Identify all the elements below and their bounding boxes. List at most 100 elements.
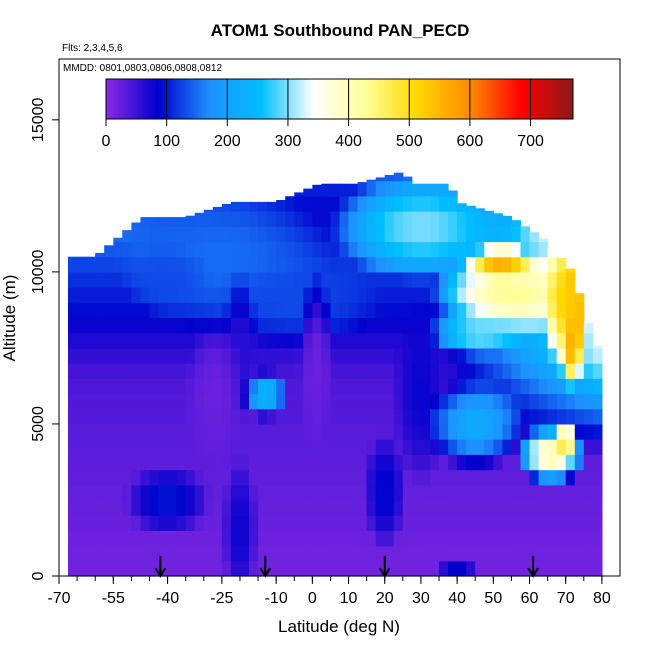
heatmap-cell <box>285 196 295 212</box>
heatmap-cell <box>267 201 277 212</box>
heatmap-cell <box>285 454 295 471</box>
y-axis: 0 5000 10000 15000 <box>30 97 59 580</box>
heatmap-cell <box>267 287 277 303</box>
heatmap-cell <box>439 332 449 349</box>
heatmap-cell <box>411 484 422 501</box>
heatmap-field <box>68 172 603 577</box>
heatmap-cell <box>203 363 214 379</box>
heatmap-cell <box>312 545 322 562</box>
heatmap-cell <box>538 560 549 577</box>
heatmap-cell <box>276 241 286 258</box>
heatmap-cell <box>547 393 558 410</box>
heatmap-cell <box>221 469 232 486</box>
heatmap-cell <box>149 347 160 364</box>
heatmap-cell <box>212 347 223 364</box>
heatmap-cell <box>203 500 214 516</box>
heatmap-cell <box>448 256 458 273</box>
heatmap-cell <box>375 302 386 319</box>
heatmap-cell <box>122 332 132 349</box>
heatmap-cell <box>484 469 494 486</box>
heatmap-cell <box>185 423 196 440</box>
heatmap-cell <box>131 287 141 303</box>
heatmap-cell <box>493 500 503 516</box>
heatmap-cell <box>475 545 485 562</box>
heatmap-cell <box>330 317 341 334</box>
heatmap-cell <box>384 530 395 547</box>
heatmap-cell <box>122 454 132 471</box>
heatmap-cell <box>574 363 585 379</box>
heatmap-cell <box>113 545 123 562</box>
heatmap-cell <box>430 560 440 577</box>
heatmap-cell <box>502 215 512 227</box>
heatmap-cell <box>249 393 259 410</box>
heatmap-cell <box>466 530 476 547</box>
heatmap-cell <box>230 454 241 471</box>
heatmap-cell <box>375 530 386 547</box>
heatmap-cell <box>475 347 485 364</box>
heatmap-cell <box>529 545 540 562</box>
heatmap-cell <box>375 332 386 349</box>
heatmap-cell <box>167 469 178 486</box>
heatmap-cell <box>321 302 331 319</box>
heatmap-cell <box>393 423 404 440</box>
heatmap-cell <box>95 530 105 547</box>
heatmap-cell <box>366 484 377 501</box>
heatmap-cell <box>68 560 78 577</box>
heatmap-cell <box>457 439 467 455</box>
heatmap-cell <box>86 545 96 562</box>
heatmap-cell <box>430 393 440 410</box>
heatmap-cell <box>194 439 205 455</box>
x-tick-label: 0 <box>308 590 317 607</box>
heatmap-cell <box>384 378 395 395</box>
heatmap-cell <box>176 515 187 531</box>
heatmap-cell <box>276 545 286 562</box>
heatmap-cell <box>212 560 223 577</box>
heatmap-cell <box>249 500 259 516</box>
heatmap-cell <box>249 454 259 471</box>
heatmap-cell <box>330 515 341 531</box>
heatmap-cell <box>439 515 449 531</box>
heatmap-cell <box>574 439 585 455</box>
heatmap-cell <box>339 515 350 531</box>
heatmap-cell <box>502 317 512 334</box>
heatmap-cell <box>185 271 196 288</box>
heatmap-cell <box>258 256 268 273</box>
heatmap-cell <box>402 454 413 471</box>
heatmap-cell <box>420 378 431 395</box>
heatmap-cell <box>547 302 558 319</box>
heatmap-cell <box>348 484 359 501</box>
heatmap-cell <box>122 241 132 258</box>
heatmap-cell <box>439 378 449 395</box>
heatmap-cell <box>538 469 549 486</box>
heatmap-cell <box>113 393 123 410</box>
heatmap-cell <box>511 220 521 227</box>
heatmap-cell <box>366 211 377 227</box>
heatmap-cell <box>312 393 322 410</box>
heatmap-cell <box>267 363 277 379</box>
heatmap-cell <box>212 271 223 288</box>
heatmap-cell <box>439 287 449 303</box>
heatmap-cell <box>393 347 404 364</box>
heatmap-cell <box>77 530 87 547</box>
heatmap-cell <box>411 515 422 531</box>
heatmap-cell <box>411 545 422 562</box>
heatmap-cell <box>402 241 413 258</box>
heatmap-cell <box>95 439 105 455</box>
heatmap-cell <box>203 378 214 395</box>
heatmap-cell <box>565 545 576 562</box>
heatmap-cell <box>402 545 413 562</box>
heatmap-cell <box>294 287 304 303</box>
heatmap-cell <box>357 317 368 334</box>
heatmap-cell <box>113 560 123 577</box>
heatmap-cell <box>95 317 105 334</box>
heatmap-cell <box>167 271 178 288</box>
heatmap-cell <box>86 363 96 379</box>
heatmap-cell <box>511 332 521 349</box>
heatmap-cell <box>457 226 467 243</box>
heatmap-cell <box>212 363 223 379</box>
heatmap-cell <box>203 209 214 212</box>
heatmap-cell <box>194 317 205 334</box>
heatmap-cell <box>258 393 268 410</box>
heatmap-cell <box>366 423 377 440</box>
heatmap-cell <box>348 500 359 516</box>
